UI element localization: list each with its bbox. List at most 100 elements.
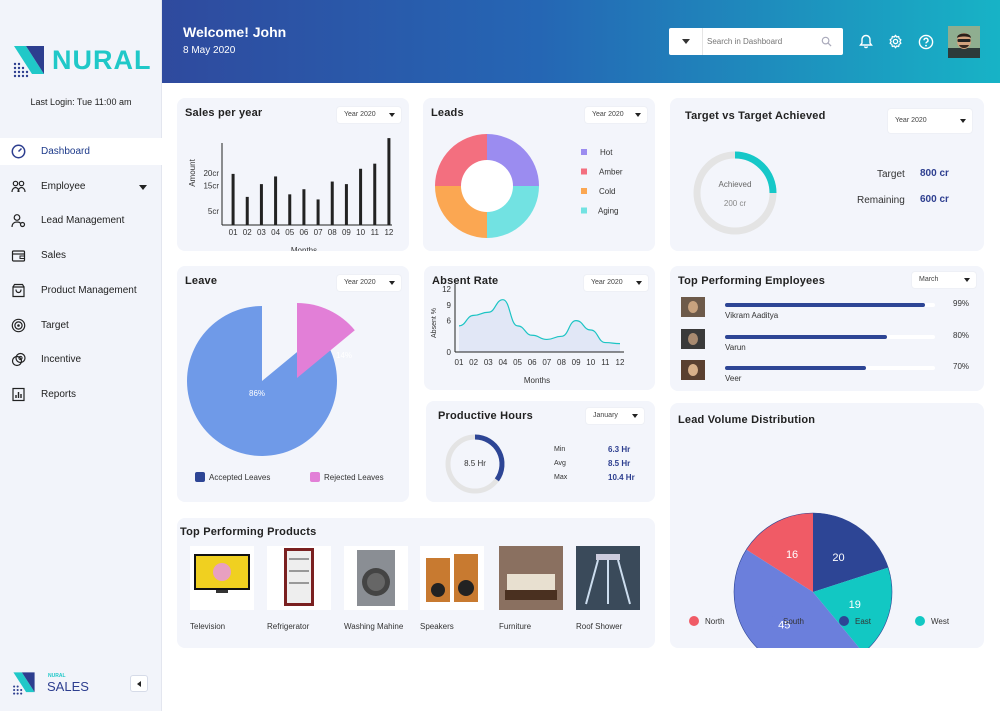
product-item[interactable]: Roof Shower xyxy=(576,546,642,636)
employee-row[interactable]: Varun 80% xyxy=(670,328,984,356)
slice-label: 19 xyxy=(849,599,861,611)
sidebar-item-lead-management[interactable]: Lead Management xyxy=(0,207,162,234)
washing-mahine-image xyxy=(344,546,408,610)
user-gear-icon xyxy=(11,214,26,228)
television-image xyxy=(190,546,254,610)
sidebar-item-sales[interactable]: Sales xyxy=(0,242,162,269)
year-select[interactable]: Year 2020 xyxy=(337,275,401,291)
dashboard-content: Sales per year Year 2020 5cr 15cr 20cr 01 02… xyxy=(162,83,1000,711)
product-item[interactable]: Speakers xyxy=(420,546,486,636)
y-tick-label: 9 xyxy=(447,301,452,310)
slice-label: 16 xyxy=(786,549,798,561)
sidebar-item-incentive[interactable]: Incentive xyxy=(0,346,162,373)
card-title: Productive Hours xyxy=(438,410,533,422)
help-icon[interactable] xyxy=(918,34,934,50)
footer-brand-small: NURAL xyxy=(48,673,66,679)
refrigerator-image xyxy=(267,546,331,610)
lead-volume-card: Lead Volume Distribution 16 20 19 45 North So… xyxy=(670,403,984,648)
x-tick-label: 08 xyxy=(328,228,337,237)
legend-swatch xyxy=(310,472,320,482)
legend-label: South xyxy=(783,617,804,626)
product-item[interactable]: Washing Mahine xyxy=(344,546,410,636)
card-title: Top Performing Products xyxy=(180,526,317,538)
year-select[interactable]: Year 2020 xyxy=(337,107,401,123)
avatar[interactable] xyxy=(948,26,980,58)
stat-value: 10.4 Hr xyxy=(608,473,635,482)
collapse-sidebar-button[interactable] xyxy=(130,675,148,692)
sidebar-item-label: Incentive xyxy=(41,354,82,366)
pie-slice xyxy=(187,306,337,456)
sidebar-item-label: Reports xyxy=(41,388,77,400)
bar xyxy=(259,184,263,225)
sidebar-item-employee[interactable]: Employee xyxy=(0,173,162,200)
chevron-down-icon xyxy=(636,281,642,285)
year-select[interactable]: Year 2020 xyxy=(585,107,647,123)
ring-progress xyxy=(474,434,505,482)
brand-logo[interactable]: NURAL xyxy=(12,42,162,78)
bell-icon[interactable] xyxy=(859,34,873,49)
bar xyxy=(359,168,363,225)
legend-swatch xyxy=(195,472,205,482)
product-item[interactable]: Refrigerator xyxy=(267,546,333,636)
product-item[interactable]: Furniture xyxy=(499,546,565,636)
chevron-down-icon[interactable] xyxy=(139,184,147,190)
year-select[interactable]: Year 2020 xyxy=(888,109,972,133)
logo-mark-icon xyxy=(13,46,44,78)
card-title: Sales per year xyxy=(185,107,263,119)
select-value: Year 2020 xyxy=(895,117,927,124)
x-tick-label: 05 xyxy=(285,228,294,237)
select-value: Year 2020 xyxy=(592,111,624,118)
stat-value: 8.5 Hr xyxy=(608,459,631,468)
people-icon xyxy=(11,180,26,192)
search-scope-dropdown[interactable] xyxy=(669,28,703,55)
x-tick-label: 02 xyxy=(469,358,478,367)
employee-percent: 99% xyxy=(953,299,970,308)
employee-avatar xyxy=(681,360,705,380)
sidebar: NURAL Last Login: Tue 11:00 am Dashboard… xyxy=(0,0,162,711)
footer-brand-big: SALES xyxy=(47,679,89,694)
search-input[interactable] xyxy=(707,34,815,49)
employee-row[interactable]: Veer 70% xyxy=(670,359,984,387)
sidebar-item-product-management[interactable]: Product Management xyxy=(0,277,162,304)
sales-per-year-card: Sales per year Year 2020 5cr 15cr 20cr 01 02… xyxy=(177,98,409,251)
legend-label: North xyxy=(705,617,725,626)
logo-mark-icon xyxy=(13,672,35,695)
top-employees-card: Top Performing Employees March Vikram Aa… xyxy=(670,266,984,391)
month-select[interactable]: March xyxy=(912,272,976,288)
welcome-title: Welcome! John xyxy=(183,24,287,40)
month-select[interactable]: January xyxy=(586,408,644,424)
gear-icon[interactable] xyxy=(888,34,903,49)
footer-logo: NURAL SALES xyxy=(12,671,102,697)
leave-card: Leave Year 2020 86% 14% Accepted Leaves Rej… xyxy=(177,266,409,502)
legend-swatch xyxy=(915,616,925,626)
bar xyxy=(288,194,292,225)
search-icon[interactable] xyxy=(821,36,832,47)
employee-percent: 70% xyxy=(953,362,970,371)
sidebar-item-label: Product Management xyxy=(41,284,137,296)
sidebar-item-label: Employee xyxy=(41,180,86,192)
legend-swatch xyxy=(581,168,587,175)
employee-name: Veer xyxy=(725,374,742,383)
sidebar-item-reports[interactable]: Reports xyxy=(0,381,162,408)
bar xyxy=(344,184,348,225)
product-item[interactable]: Television xyxy=(190,546,256,636)
x-tick-label: 09 xyxy=(342,228,351,237)
employee-row[interactable]: Vikram Aaditya 99% xyxy=(670,296,984,324)
sidebar-item-label: Dashboard xyxy=(41,146,90,157)
stat-label: Avg xyxy=(554,460,566,467)
legend-label: Aging xyxy=(598,207,618,216)
product-label: Roof Shower xyxy=(576,622,623,631)
sidebar-item-target[interactable]: Target xyxy=(0,312,162,339)
sidebar-item-label: Target xyxy=(41,319,69,331)
year-select[interactable]: Year 2020 xyxy=(584,275,648,291)
sidebar-item-dashboard[interactable]: Dashboard xyxy=(0,138,162,165)
x-tick-label: 03 xyxy=(484,358,493,367)
bar xyxy=(231,173,235,225)
ring-value: 200 cr xyxy=(723,199,747,208)
leave-pie-chart: 86% 14% Accepted Leaves Rejected Leaves xyxy=(187,303,384,482)
ring-progress xyxy=(734,151,777,194)
x-tick-label: 12 xyxy=(384,228,393,237)
slice-label: 86% xyxy=(249,389,265,398)
